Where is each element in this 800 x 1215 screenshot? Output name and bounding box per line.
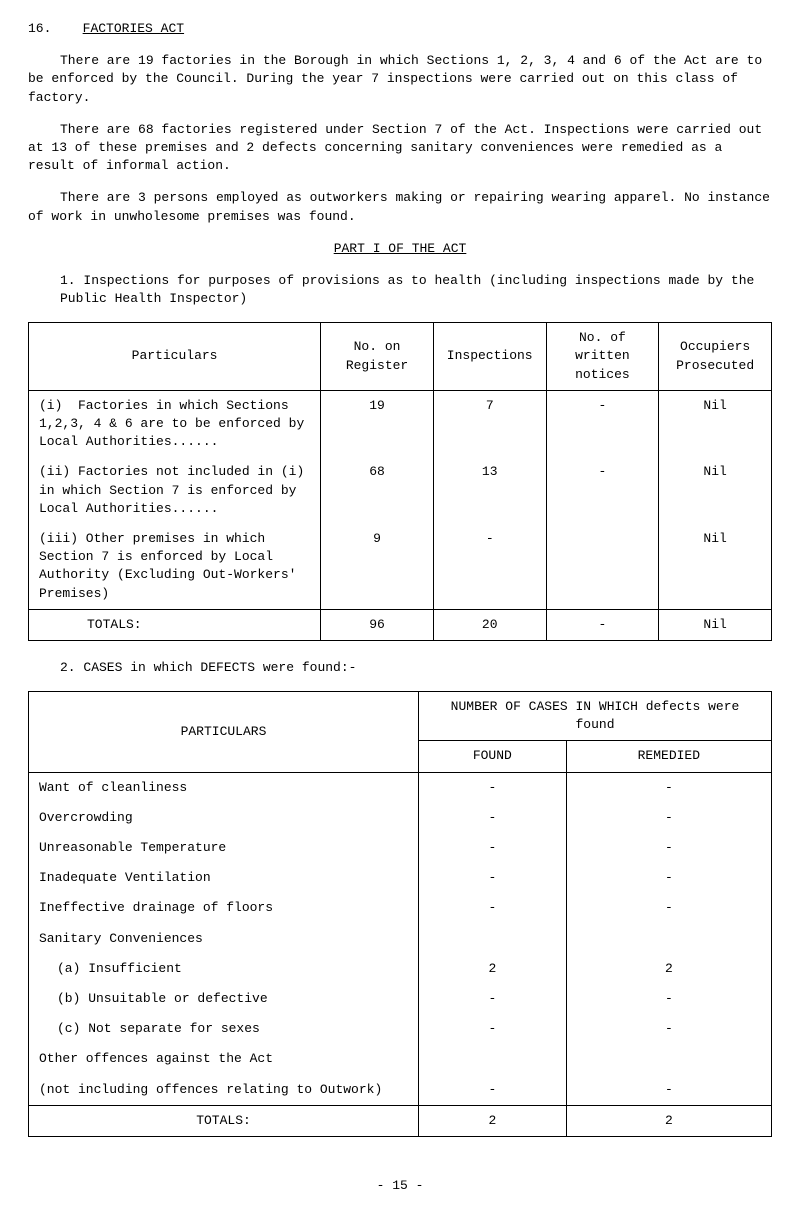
cell-remedied: - xyxy=(566,1075,771,1106)
totals-remedied: 2 xyxy=(566,1105,771,1136)
totals-occupiers: Nil xyxy=(659,609,772,640)
cell-remedied: 2 xyxy=(566,954,771,984)
cell-inspections: - xyxy=(433,524,546,609)
table-row: Want of cleanliness-- xyxy=(29,772,772,803)
cell-inspections: 13 xyxy=(433,457,546,524)
col-particulars2: PARTICULARS xyxy=(29,692,419,773)
cell-found: - xyxy=(419,1075,567,1106)
cell-found: - xyxy=(419,984,567,1014)
cell-register: 19 xyxy=(321,390,434,457)
table-row: (i) Factories in which Sections 1,2,3, 4… xyxy=(29,390,772,457)
cell-register: 68 xyxy=(321,457,434,524)
table-row: Unreasonable Temperature-- xyxy=(29,833,772,863)
section-number: 16. xyxy=(28,21,51,36)
totals-row: TOTALS:9620-Nil xyxy=(29,609,772,640)
col-register: No. on Register xyxy=(321,323,434,391)
cell-register: 9 xyxy=(321,524,434,609)
cell-notices: - xyxy=(546,390,659,457)
cell-found xyxy=(419,924,567,954)
totals-label: TOTALS: xyxy=(29,609,321,640)
col-remedied: REMEDIED xyxy=(566,741,771,772)
cell-notices xyxy=(546,524,659,609)
totals-found: 2 xyxy=(419,1105,567,1136)
cell-found: - xyxy=(419,1014,567,1044)
cell-occupiers: Nil xyxy=(659,390,772,457)
cell-particulars: (not including offences relating to Outw… xyxy=(29,1075,419,1106)
totals-inspections: 20 xyxy=(433,609,546,640)
cell-particulars: Inadequate Ventilation xyxy=(29,863,419,893)
table-header-row: Particulars No. on Register Inspections … xyxy=(29,323,772,391)
section-title: FACTORIES ACT xyxy=(83,21,184,36)
cell-remedied xyxy=(566,924,771,954)
cell-particulars: Overcrowding xyxy=(29,803,419,833)
cell-remedied: - xyxy=(566,833,771,863)
cell-particulars: Want of cleanliness xyxy=(29,772,419,803)
col-found: FOUND xyxy=(419,741,567,772)
cell-found: - xyxy=(419,803,567,833)
cell-particulars: (b) Unsuitable or defective xyxy=(29,984,419,1014)
totals-row: TOTALS:22 xyxy=(29,1105,772,1136)
table-row: Ineffective drainage of floors-- xyxy=(29,893,772,923)
cell-remedied: - xyxy=(566,893,771,923)
paragraph-1: There are 19 factories in the Borough in… xyxy=(28,52,772,107)
cell-occupiers: Nil xyxy=(659,457,772,524)
cell-remedied: - xyxy=(566,772,771,803)
cell-particulars: Ineffective drainage of floors xyxy=(29,893,419,923)
cell-particulars: (c) Not separate for sexes xyxy=(29,1014,419,1044)
totals-notices: - xyxy=(546,609,659,640)
part-header: PART I OF THE ACT xyxy=(28,240,772,258)
col-super: NUMBER OF CASES IN WHICH defects were fo… xyxy=(419,692,772,741)
table2-header-row-1: PARTICULARS NUMBER OF CASES IN WHICH def… xyxy=(29,692,772,741)
cell-remedied: - xyxy=(566,984,771,1014)
table-row: Sanitary Conveniences xyxy=(29,924,772,954)
cell-particulars: Sanitary Conveniences xyxy=(29,924,419,954)
cell-occupiers: Nil xyxy=(659,524,772,609)
table-row: (not including offences relating to Outw… xyxy=(29,1075,772,1106)
table-row: Other offences against the Act xyxy=(29,1044,772,1074)
col-particulars: Particulars xyxy=(29,323,321,391)
table-row: (ii) Factories not included in (i) in wh… xyxy=(29,457,772,524)
cell-found: - xyxy=(419,833,567,863)
col-notices: No. of written notices xyxy=(546,323,659,391)
defects-table: PARTICULARS NUMBER OF CASES IN WHICH def… xyxy=(28,691,772,1137)
cell-inspections: 7 xyxy=(433,390,546,457)
cell-particulars: (iii) Other premises in which Section 7 … xyxy=(29,524,321,609)
cell-found: - xyxy=(419,893,567,923)
cell-particulars: Unreasonable Temperature xyxy=(29,833,419,863)
col-occupiers: Occupiers Prosecuted xyxy=(659,323,772,391)
cell-particulars: Other offences against the Act xyxy=(29,1044,419,1074)
cell-remedied: - xyxy=(566,803,771,833)
totals-label: TOTALS: xyxy=(29,1105,419,1136)
cell-particulars: (i) Factories in which Sections 1,2,3, 4… xyxy=(29,390,321,457)
paragraph-3: There are 3 persons employed as outworke… xyxy=(28,189,772,225)
cell-particulars: (a) Insufficient xyxy=(29,954,419,984)
cell-found: 2 xyxy=(419,954,567,984)
cell-remedied xyxy=(566,1044,771,1074)
table-row: (c) Not separate for sexes-- xyxy=(29,1014,772,1044)
section-header: 16. FACTORIES ACT xyxy=(28,20,772,38)
subsection-1-label: 1. Inspections for purposes of provision… xyxy=(60,272,772,308)
page-number: - 15 - xyxy=(28,1177,772,1195)
cell-found xyxy=(419,1044,567,1074)
paragraph-2: There are 68 factories registered under … xyxy=(28,121,772,176)
cell-particulars: (ii) Factories not included in (i) in wh… xyxy=(29,457,321,524)
cell-notices: - xyxy=(546,457,659,524)
cell-found: - xyxy=(419,772,567,803)
inspections-table: Particulars No. on Register Inspections … xyxy=(28,322,772,641)
totals-register: 96 xyxy=(321,609,434,640)
table-row: Overcrowding-- xyxy=(29,803,772,833)
cell-remedied: - xyxy=(566,1014,771,1044)
cell-remedied: - xyxy=(566,863,771,893)
col-inspections: Inspections xyxy=(433,323,546,391)
subsection-2-label: 2. CASES in which DEFECTS were found:- xyxy=(60,659,772,677)
table-row: (b) Unsuitable or defective-- xyxy=(29,984,772,1014)
table-row: (iii) Other premises in which Section 7 … xyxy=(29,524,772,609)
table-row: (a) Insufficient22 xyxy=(29,954,772,984)
table-row: Inadequate Ventilation-- xyxy=(29,863,772,893)
cell-found: - xyxy=(419,863,567,893)
